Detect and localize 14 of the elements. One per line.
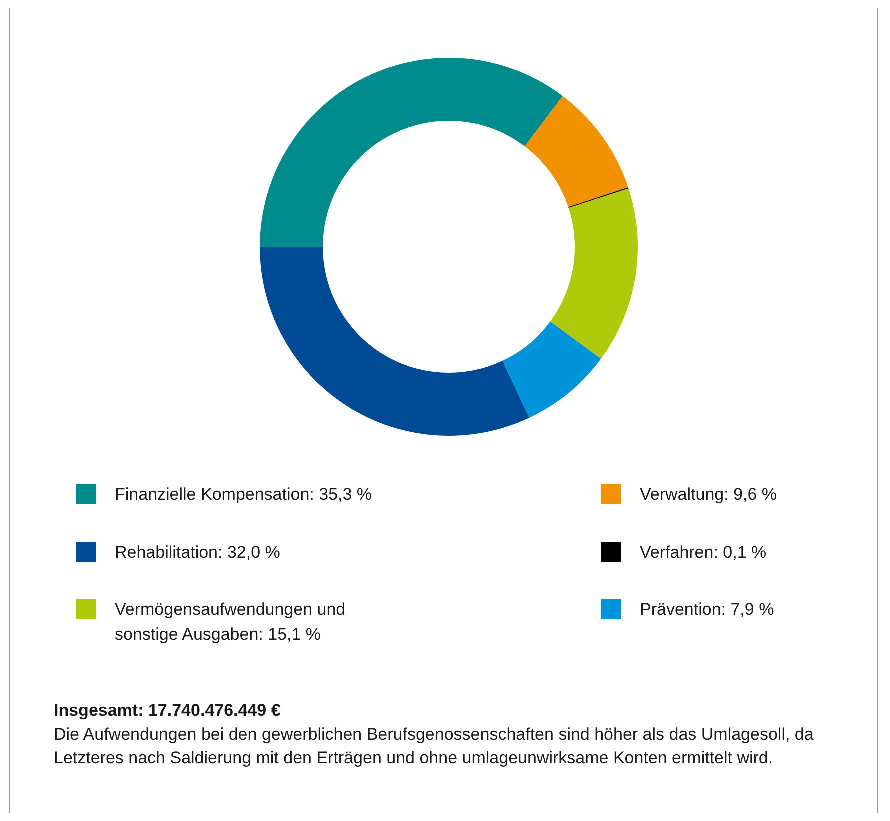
text: Die Aufwendungen bei den gewerblichen Berufsgenossenschaften sind höher als das Umlagesoll, da Letzteres nach Saldierung mit den Erträgen und ohne umlageunwirksame Konten ermittelt wird. <box>54 725 814 768</box>
donut-slice <box>550 188 638 360</box>
donut-slice <box>524 96 628 208</box>
legend-label: Verwaltung: 9,6 % <box>640 484 778 504</box>
legend-label: Verfahren: 0,1 % <box>640 542 767 562</box>
legend-label: Rehabilitation: 32,0 % <box>115 542 280 562</box>
donut-slice <box>260 58 563 247</box>
legend-label: Finanzielle Kompensation: 35,3 % <box>115 484 372 504</box>
legend-label: Vermögensaufwendungen und sonstige Ausgaben: 15,1 % <box>115 600 346 644</box>
donut-slice <box>260 247 530 436</box>
legend-label: Prävention: 7,9 % <box>640 600 774 618</box>
donut-slice <box>568 187 629 208</box>
donut-slice <box>502 322 602 418</box>
text: Insgesamt: 17.740.476.449 € <box>54 701 282 720</box>
